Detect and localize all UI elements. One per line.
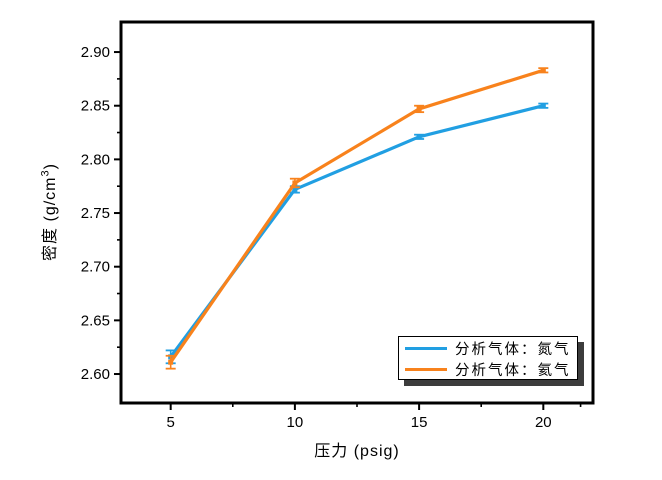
y-axis-label-text: 密度 (g/cm: [42, 176, 59, 261]
y-tick-label: 2.75: [81, 205, 110, 222]
y-axis-ticks: 2.60 2.65 2.70 2.75 2.80 2.85 2.90: [81, 44, 121, 383]
legend-line-sample-helium: [405, 368, 447, 371]
x-tick-label: 5: [167, 414, 175, 431]
y-tick-label: 2.70: [81, 259, 110, 276]
y-axis-label-superscript: 3: [39, 169, 52, 177]
legend-line-sample-nitrogen: [405, 347, 447, 350]
legend-item-helium: 分析气体：氦气: [405, 359, 571, 380]
y-tick-label: 2.85: [81, 98, 110, 115]
legend-label-helium: 分析气体：氦气: [455, 363, 571, 379]
y-tick-label: 2.80: [81, 151, 110, 168]
y-tick-label: 2.60: [81, 366, 110, 383]
x-tick-label: 20: [535, 414, 552, 431]
y-tick-label: 2.90: [81, 44, 110, 61]
legend-item-nitrogen: 分析气体：氮气: [405, 338, 571, 359]
x-axis-label: 压力 (psig): [314, 443, 400, 460]
x-tick-label: 15: [411, 414, 428, 431]
y-axis-label: 密度 (g/cm3): [36, 102, 60, 322]
series-nitrogen: [165, 102, 549, 365]
y-tick-label: 2.65: [81, 312, 110, 329]
y-axis-label-close: ): [42, 163, 59, 170]
x-axis-ticks: 5 10 15 20: [167, 403, 582, 431]
x-tick-label: 10: [287, 414, 304, 431]
plot-frame: [119, 20, 595, 405]
legend-label-nitrogen: 分析气体：氮气: [455, 342, 571, 358]
series-helium: [165, 67, 549, 370]
legend: 分析气体：氮气 分析气体：氦气: [398, 336, 578, 380]
